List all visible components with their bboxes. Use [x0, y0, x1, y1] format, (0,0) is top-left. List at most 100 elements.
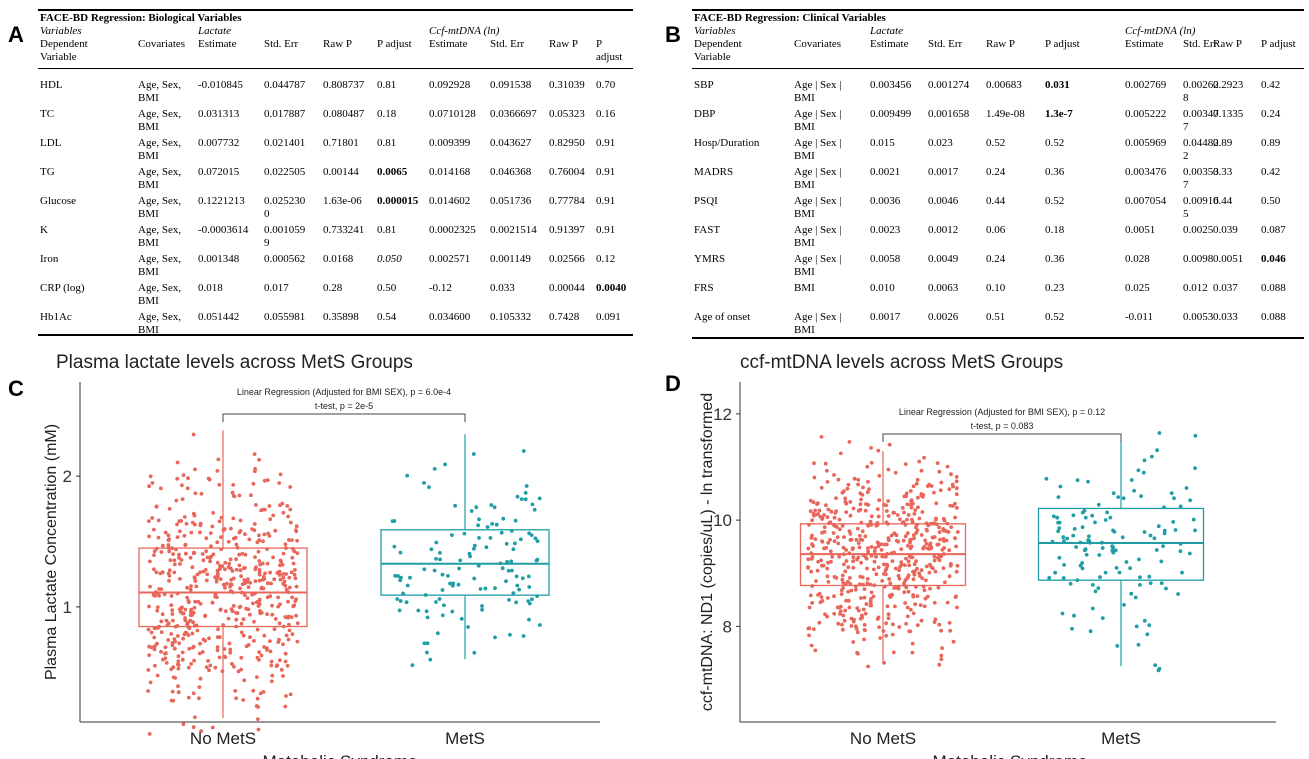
data-point: [253, 467, 257, 471]
data-point: [851, 559, 855, 564]
table-cell: 1.3e-7: [1045, 108, 1073, 120]
table-cell: 0.0366697: [490, 108, 537, 120]
data-point: [261, 586, 266, 591]
data-point: [251, 481, 256, 486]
data-point: [147, 653, 152, 657]
data-point: [472, 543, 477, 548]
data-point: [913, 602, 918, 607]
data-point: [241, 698, 246, 702]
row-covariates: BMI: [138, 179, 159, 191]
table-cell: 0.001274: [928, 79, 970, 91]
table-cell: 0.087: [1261, 224, 1286, 236]
data-point: [234, 557, 239, 562]
row-variable: MADRS: [694, 166, 734, 178]
data-point: [218, 607, 223, 612]
data-point: [944, 538, 949, 543]
data-point: [1074, 545, 1078, 549]
data-point: [937, 525, 941, 530]
data-point: [914, 481, 919, 486]
data-point: [182, 533, 187, 538]
data-point: [210, 600, 215, 605]
row-covariates: Age, Sex,: [138, 108, 182, 120]
data-point: [255, 696, 260, 701]
data-point: [251, 601, 255, 606]
table-cell: 0.033: [1213, 311, 1238, 323]
data-point: [811, 544, 815, 548]
table-cell: 0.014168: [429, 166, 471, 178]
data-point: [265, 478, 270, 482]
data-point: [177, 556, 181, 560]
data-point: [152, 527, 156, 532]
data-point: [908, 489, 913, 493]
header-std-err: Std. Err: [490, 38, 525, 50]
data-point: [267, 504, 272, 508]
data-point: [226, 539, 231, 544]
table-cell: 0.04482: [1183, 137, 1219, 149]
data-point: [408, 575, 412, 580]
data-point: [508, 632, 512, 637]
data-point: [437, 597, 442, 601]
data-point: [170, 608, 175, 612]
data-point: [206, 659, 211, 663]
data-point: [271, 513, 276, 518]
data-point: [228, 582, 233, 587]
data-point: [177, 552, 181, 557]
table-cell: 0.18: [377, 108, 397, 120]
table-cell: 0.42: [1261, 166, 1281, 178]
x-tick-label: No MetS: [190, 729, 256, 748]
data-point: [270, 673, 275, 678]
table-cell: 0.81: [377, 224, 397, 236]
header-lactate: Lactate: [198, 25, 231, 37]
data-point: [825, 480, 830, 484]
data-point: [1100, 616, 1105, 620]
data-point: [450, 533, 454, 537]
data-point: [1184, 486, 1189, 490]
data-point: [915, 623, 920, 628]
data-point: [848, 513, 853, 518]
data-point: [876, 448, 881, 453]
data-point: [281, 572, 286, 576]
data-point: [268, 517, 273, 522]
data-point: [1117, 570, 1122, 575]
data-point: [938, 488, 943, 493]
data-point: [1148, 581, 1153, 585]
data-point: [252, 452, 257, 456]
data-point: [167, 507, 172, 511]
data-point: [160, 570, 165, 575]
data-point: [167, 549, 172, 554]
data-point: [480, 604, 484, 608]
data-point: [1128, 566, 1132, 571]
x-tick-label: No MetS: [850, 729, 916, 748]
data-point: [846, 579, 850, 584]
data-point: [216, 627, 220, 632]
data-point: [259, 610, 264, 615]
table-cell: 0.031: [1045, 79, 1070, 91]
data-point: [237, 493, 242, 498]
data-point: [895, 513, 900, 517]
table-cell: 0.1335: [1213, 108, 1244, 120]
data-point: [1071, 513, 1076, 518]
data-point: [919, 468, 924, 473]
data-point: [443, 462, 447, 467]
data-point: [840, 573, 845, 578]
data-point: [203, 614, 208, 618]
data-point: [167, 537, 171, 542]
data-point: [823, 612, 827, 617]
data-point: [856, 508, 861, 513]
data-point: [152, 635, 157, 640]
data-point: [147, 732, 152, 736]
data-point: [1156, 524, 1161, 529]
data-point: [283, 704, 288, 709]
table-cell: 0.23: [1045, 282, 1065, 294]
data-point: [168, 558, 173, 563]
data-point: [810, 533, 814, 538]
data-point: [954, 594, 958, 599]
data-point: [189, 584, 193, 588]
table-cell: 0.0021: [870, 166, 901, 178]
data-point: [903, 534, 908, 539]
data-point: [149, 630, 154, 635]
data-point: [1071, 533, 1076, 538]
data-point: [939, 628, 943, 633]
data-point: [1121, 496, 1126, 501]
data-point: [826, 507, 831, 512]
